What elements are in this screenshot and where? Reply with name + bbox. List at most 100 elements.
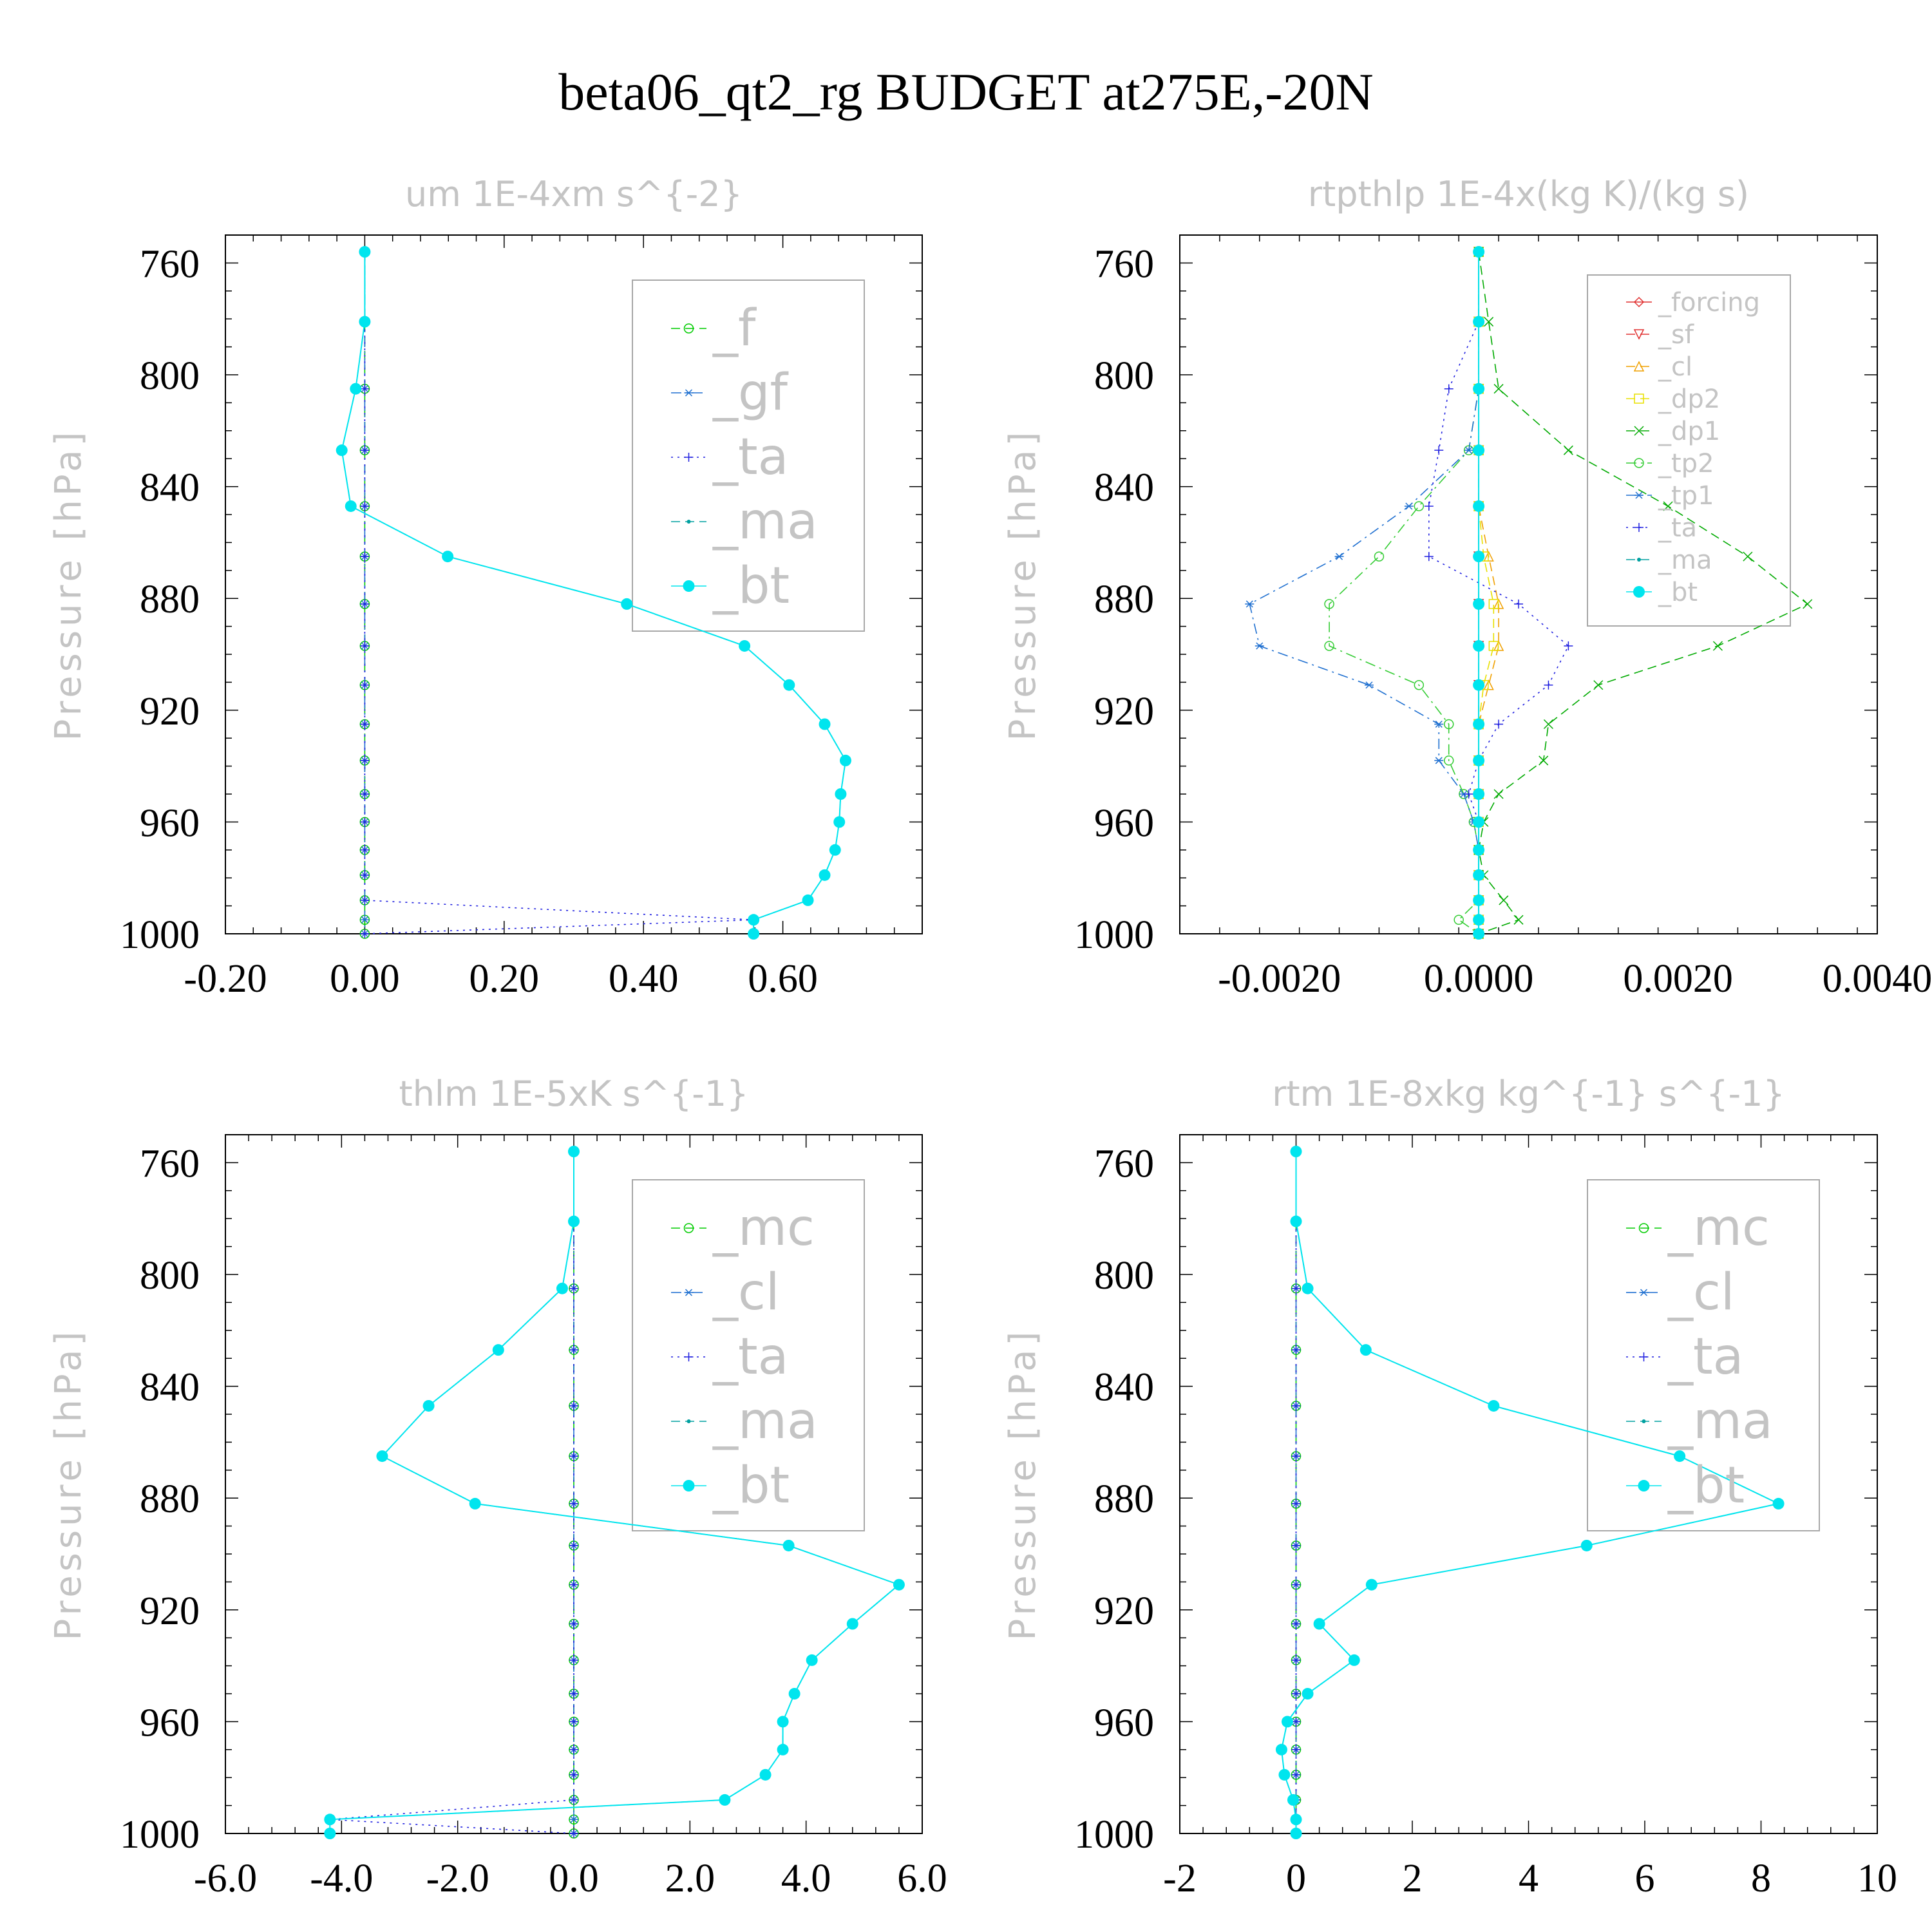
y-axis-label: Pressure [hPa] xyxy=(1002,1328,1044,1641)
series-line xyxy=(1428,252,1569,934)
y-tick-label: 760 xyxy=(140,242,200,286)
legend-marker xyxy=(1637,558,1641,562)
y-tick-label: 840 xyxy=(1094,1366,1154,1410)
y-tick-label: 800 xyxy=(1094,1254,1154,1298)
legend-label: _f xyxy=(712,299,757,357)
data-point xyxy=(1414,679,1425,690)
data-point xyxy=(336,444,348,457)
y-tick-label: 1000 xyxy=(1074,1813,1154,1857)
data-point xyxy=(350,383,362,395)
data-point xyxy=(1473,444,1485,457)
series-line xyxy=(1329,252,1479,934)
legend-label: _bt xyxy=(712,557,790,615)
data-point xyxy=(1324,599,1334,609)
legend-marker xyxy=(1634,426,1644,436)
legend-marker xyxy=(684,453,694,462)
data-point xyxy=(1473,718,1485,730)
x-tick-label: 0.20 xyxy=(469,957,540,1001)
data-point xyxy=(1663,501,1673,511)
data-point xyxy=(1674,1450,1686,1463)
legend-label: _tp2 xyxy=(1658,449,1714,478)
data-point xyxy=(569,1499,578,1508)
y-tick-label: 840 xyxy=(1094,466,1154,510)
legend-marker xyxy=(1638,1480,1650,1492)
data-point xyxy=(1539,755,1549,766)
data-point xyxy=(1473,928,1485,940)
y-tick-label: 800 xyxy=(140,1254,200,1298)
data-point xyxy=(569,1815,578,1823)
data-point xyxy=(1290,1146,1302,1158)
x-tick-label: 0.40 xyxy=(609,957,679,1001)
x-tick-label: 2.0 xyxy=(665,1857,715,1900)
data-point xyxy=(833,816,846,828)
data-point xyxy=(846,1618,858,1630)
series-line xyxy=(364,252,754,934)
data-point xyxy=(1564,641,1573,650)
data-point xyxy=(569,1655,578,1665)
legend-label: _ma xyxy=(1667,1392,1773,1450)
x-tick-label: 0.0040 xyxy=(1823,957,1932,1001)
data-point xyxy=(1245,600,1255,608)
panel-title: um 1E-4xm s^{-2} xyxy=(405,174,743,214)
legend-marker xyxy=(1634,491,1643,499)
data-point xyxy=(1473,246,1485,258)
data-point xyxy=(719,1794,731,1806)
legend-label: _ma xyxy=(1658,545,1712,575)
data-point xyxy=(1473,914,1485,926)
data-point xyxy=(1414,501,1425,511)
data-point xyxy=(829,844,841,856)
y-tick-label: 840 xyxy=(140,1366,200,1410)
data-point xyxy=(1302,1282,1314,1294)
x-tick-label: 4.0 xyxy=(781,1857,831,1900)
figure-title: beta06_qt2_rg BUDGET at275E,-20N xyxy=(558,62,1374,121)
legend-marker xyxy=(1639,1289,1649,1296)
x-tick-label: 0.00 xyxy=(330,957,400,1001)
series-line xyxy=(329,1151,900,1833)
data-point xyxy=(1334,553,1344,560)
data-point xyxy=(1473,316,1485,328)
data-point xyxy=(1473,869,1485,881)
data-point xyxy=(360,384,370,393)
panel-3: thlm 1E-5xK s^{-1} Pressure [hPa] 760 800 84… xyxy=(48,1074,947,1900)
x-tick-label: 0.0000 xyxy=(1424,957,1534,1001)
series-line xyxy=(1478,252,1495,934)
y-tick-label: 920 xyxy=(140,690,200,734)
data-point xyxy=(569,1829,578,1838)
y-tick-label: 960 xyxy=(1094,1701,1154,1745)
x-tick-label: 0.0 xyxy=(549,1857,599,1900)
data-point xyxy=(1488,599,1499,609)
data-point xyxy=(1803,599,1813,609)
data-point xyxy=(469,1497,481,1510)
data-point xyxy=(1434,757,1444,764)
data-point xyxy=(1291,1619,1301,1629)
y-tick-label: 800 xyxy=(1094,354,1154,398)
legend-marker xyxy=(684,1289,694,1296)
x-tick-label: -2.0 xyxy=(426,1857,489,1900)
y-tick-label: 920 xyxy=(1094,690,1154,734)
y-tick-label: 800 xyxy=(140,354,200,398)
data-point xyxy=(1434,720,1444,728)
plot-frame xyxy=(1179,234,1878,934)
legend-label: _cl xyxy=(1658,352,1692,382)
panel-title: thlm 1E-5xK s^{-1} xyxy=(399,1074,749,1114)
series-line xyxy=(330,1151,574,1834)
data-point xyxy=(1454,914,1464,925)
legend-marker xyxy=(687,1419,691,1423)
y-axis-label: Pressure [hPa] xyxy=(48,428,90,741)
y-tick-label: 920 xyxy=(1094,1589,1154,1633)
data-point xyxy=(1302,1688,1314,1700)
y-tick-label: 760 xyxy=(1094,1142,1154,1186)
x-tick-label: -2 xyxy=(1163,1857,1197,1900)
data-point xyxy=(1544,680,1553,690)
series-bt: _bt xyxy=(324,1146,905,1839)
panel-title: rtpthlp 1E-4x(kg K)/(kg s) xyxy=(1308,174,1749,214)
data-point xyxy=(569,1619,578,1629)
data-point xyxy=(568,1215,580,1227)
data-point xyxy=(1291,1770,1301,1779)
panel-title: rtm 1E-8xkg kg^{-1} s^{-1} xyxy=(1272,1074,1785,1114)
data-point xyxy=(1291,1540,1301,1550)
data-point xyxy=(1365,1578,1378,1591)
x-tick-label: 0 xyxy=(1286,1857,1306,1900)
x-tick-label: 0.60 xyxy=(748,957,818,1001)
legend-marker xyxy=(1642,1419,1646,1423)
